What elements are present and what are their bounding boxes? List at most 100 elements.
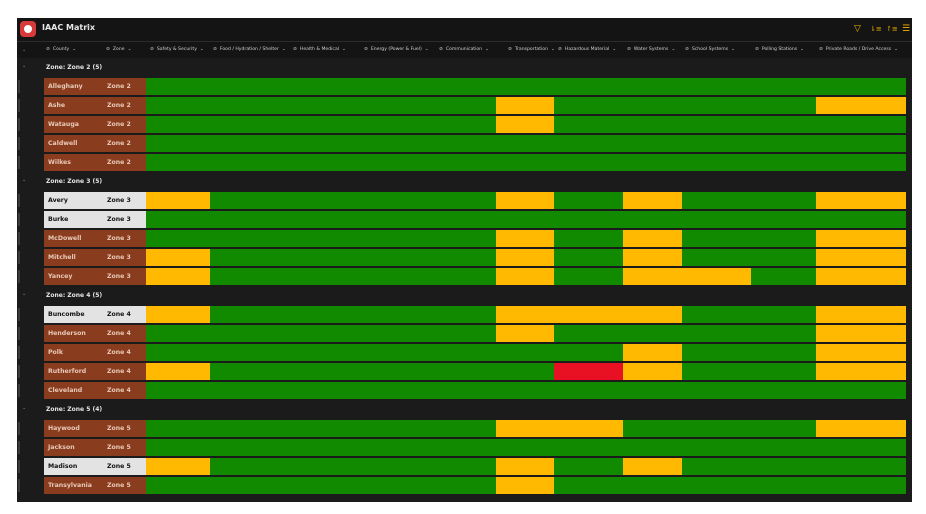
- status-cell-polling-stations[interactable]: [751, 116, 816, 133]
- status-cell-communication[interactable]: [399, 306, 496, 323]
- status-cell-health-medical[interactable]: [274, 97, 337, 114]
- status-cell-communication[interactable]: [399, 477, 496, 494]
- status-cell-school-systems[interactable]: [682, 116, 751, 133]
- row-selector[interactable]: [17, 211, 44, 228]
- status-cell-hazardous-material[interactable]: [554, 382, 623, 399]
- county-cell[interactable]: Burke: [44, 211, 104, 228]
- status-cell-food-hydration-shelter[interactable]: [210, 382, 274, 399]
- column-menu-chevron-icon[interactable]: ⌄: [342, 47, 346, 52]
- status-cell-communication[interactable]: [399, 135, 496, 152]
- table-row[interactable]: Caldwell Zone 2: [17, 134, 912, 153]
- status-cell-private-roads-drive-access[interactable]: [816, 230, 906, 247]
- status-cell-water-systems[interactable]: [623, 97, 682, 114]
- status-cell-transportation[interactable]: [496, 325, 554, 342]
- status-cell-energy-power-fuel[interactable]: [337, 249, 399, 266]
- county-cell[interactable]: McDowell: [44, 230, 104, 247]
- status-cell-hazardous-material[interactable]: [554, 477, 623, 494]
- row-selector[interactable]: [17, 192, 44, 209]
- table-row[interactable]: Polk Zone 4: [17, 343, 912, 362]
- status-cell-polling-stations[interactable]: [751, 458, 816, 475]
- row-selector[interactable]: [17, 306, 44, 323]
- status-cell-food-hydration-shelter[interactable]: [210, 78, 274, 95]
- status-cell-water-systems[interactable]: [623, 192, 682, 209]
- status-cell-communication[interactable]: [399, 78, 496, 95]
- status-cell-polling-stations[interactable]: [751, 211, 816, 228]
- county-cell[interactable]: Avery: [44, 192, 104, 209]
- status-cell-private-roads-drive-access[interactable]: [816, 192, 906, 209]
- column-header-zone[interactable]: ⊘ Zone ⌄: [106, 42, 131, 58]
- status-cell-health-medical[interactable]: [274, 458, 337, 475]
- status-cell-food-hydration-shelter[interactable]: [210, 306, 274, 323]
- status-cell-hazardous-material[interactable]: [554, 211, 623, 228]
- status-cell-water-systems[interactable]: [623, 306, 682, 323]
- status-cell-food-hydration-shelter[interactable]: [210, 458, 274, 475]
- zone-cell[interactable]: Zone 2: [104, 154, 146, 171]
- status-cell-water-systems[interactable]: [623, 154, 682, 171]
- status-cell-health-medical[interactable]: [274, 78, 337, 95]
- status-cell-transportation[interactable]: [496, 249, 554, 266]
- status-cell-health-medical[interactable]: [274, 439, 337, 456]
- status-cell-polling-stations[interactable]: [751, 97, 816, 114]
- status-cell-school-systems[interactable]: [682, 211, 751, 228]
- table-row[interactable]: Mitchell Zone 3: [17, 248, 912, 267]
- column-menu-chevron-icon[interactable]: ⌄: [281, 47, 286, 52]
- status-cell-private-roads-drive-access[interactable]: [816, 249, 906, 266]
- status-cell-private-roads-drive-access[interactable]: [816, 211, 906, 228]
- status-cell-school-systems[interactable]: [682, 249, 751, 266]
- county-cell[interactable]: Alleghany: [44, 78, 104, 95]
- county-cell[interactable]: Ashe: [44, 97, 104, 114]
- status-cell-polling-stations[interactable]: [751, 344, 816, 361]
- status-cell-hazardous-material[interactable]: [554, 306, 623, 323]
- status-cell-health-medical[interactable]: [274, 363, 337, 380]
- zone-cell[interactable]: Zone 5: [104, 420, 146, 437]
- status-cell-energy-power-fuel[interactable]: [337, 477, 399, 494]
- status-cell-water-systems[interactable]: [623, 420, 682, 437]
- group-collapse-chevron-icon[interactable]: ⌄: [22, 405, 27, 411]
- status-cell-health-medical[interactable]: [274, 382, 337, 399]
- status-cell-hazardous-material[interactable]: [554, 363, 623, 380]
- status-cell-food-hydration-shelter[interactable]: [210, 135, 274, 152]
- status-cell-private-roads-drive-access[interactable]: [816, 306, 906, 323]
- row-selector[interactable]: [17, 78, 44, 95]
- county-cell[interactable]: Caldwell: [44, 135, 104, 152]
- row-selector[interactable]: [17, 458, 44, 475]
- status-cell-energy-power-fuel[interactable]: [337, 97, 399, 114]
- column-menu-chevron-icon[interactable]: ⌄: [894, 47, 899, 52]
- status-cell-hazardous-material[interactable]: [554, 325, 623, 342]
- status-cell-transportation[interactable]: [496, 306, 554, 323]
- column-menu-chevron-icon[interactable]: ⌄: [485, 47, 489, 52]
- status-cell-private-roads-drive-access[interactable]: [816, 135, 906, 152]
- column-menu-chevron-icon[interactable]: ⌄: [800, 47, 804, 52]
- status-cell-school-systems[interactable]: [682, 154, 751, 171]
- column-menu-chevron-icon[interactable]: ⌄: [199, 47, 204, 52]
- group-collapse-chevron-icon[interactable]: ⌄: [22, 177, 27, 183]
- status-cell-food-hydration-shelter[interactable]: [210, 420, 274, 437]
- table-row[interactable]: Watauga Zone 2: [17, 115, 912, 134]
- table-row[interactable]: McDowell Zone 3: [17, 229, 912, 248]
- column-header-school-systems[interactable]: ⊘ School Systems ⌄: [685, 42, 735, 58]
- status-cell-school-systems[interactable]: [682, 420, 751, 437]
- status-cell-energy-power-fuel[interactable]: [337, 439, 399, 456]
- status-cell-polling-stations[interactable]: [751, 363, 816, 380]
- zone-cell[interactable]: Zone 5: [104, 477, 146, 494]
- status-cell-water-systems[interactable]: [623, 439, 682, 456]
- status-cell-safety-security[interactable]: [146, 306, 210, 323]
- row-selector[interactable]: [17, 420, 44, 437]
- row-selector[interactable]: [17, 154, 44, 171]
- status-cell-communication[interactable]: [399, 249, 496, 266]
- table-row[interactable]: Buncombe Zone 4: [17, 305, 912, 324]
- column-header-food-hydration-shelter[interactable]: ⊘ Food / Hydration / Shelter ⌄: [213, 42, 286, 58]
- county-cell[interactable]: Madison: [44, 458, 104, 475]
- column-menu-chevron-icon[interactable]: ⌄: [671, 47, 676, 52]
- status-cell-hazardous-material[interactable]: [554, 192, 623, 209]
- status-cell-communication[interactable]: [399, 268, 496, 285]
- status-cell-food-hydration-shelter[interactable]: [210, 268, 274, 285]
- status-cell-safety-security[interactable]: [146, 135, 210, 152]
- status-cell-health-medical[interactable]: [274, 477, 337, 494]
- status-cell-health-medical[interactable]: [274, 249, 337, 266]
- status-cell-communication[interactable]: [399, 363, 496, 380]
- county-cell[interactable]: Cleveland: [44, 382, 104, 399]
- status-cell-school-systems[interactable]: [682, 477, 751, 494]
- status-cell-hazardous-material[interactable]: [554, 97, 623, 114]
- zone-cell[interactable]: Zone 5: [104, 439, 146, 456]
